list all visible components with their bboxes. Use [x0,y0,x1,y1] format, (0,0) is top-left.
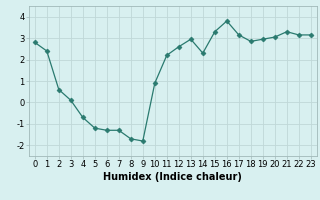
X-axis label: Humidex (Indice chaleur): Humidex (Indice chaleur) [103,172,242,182]
